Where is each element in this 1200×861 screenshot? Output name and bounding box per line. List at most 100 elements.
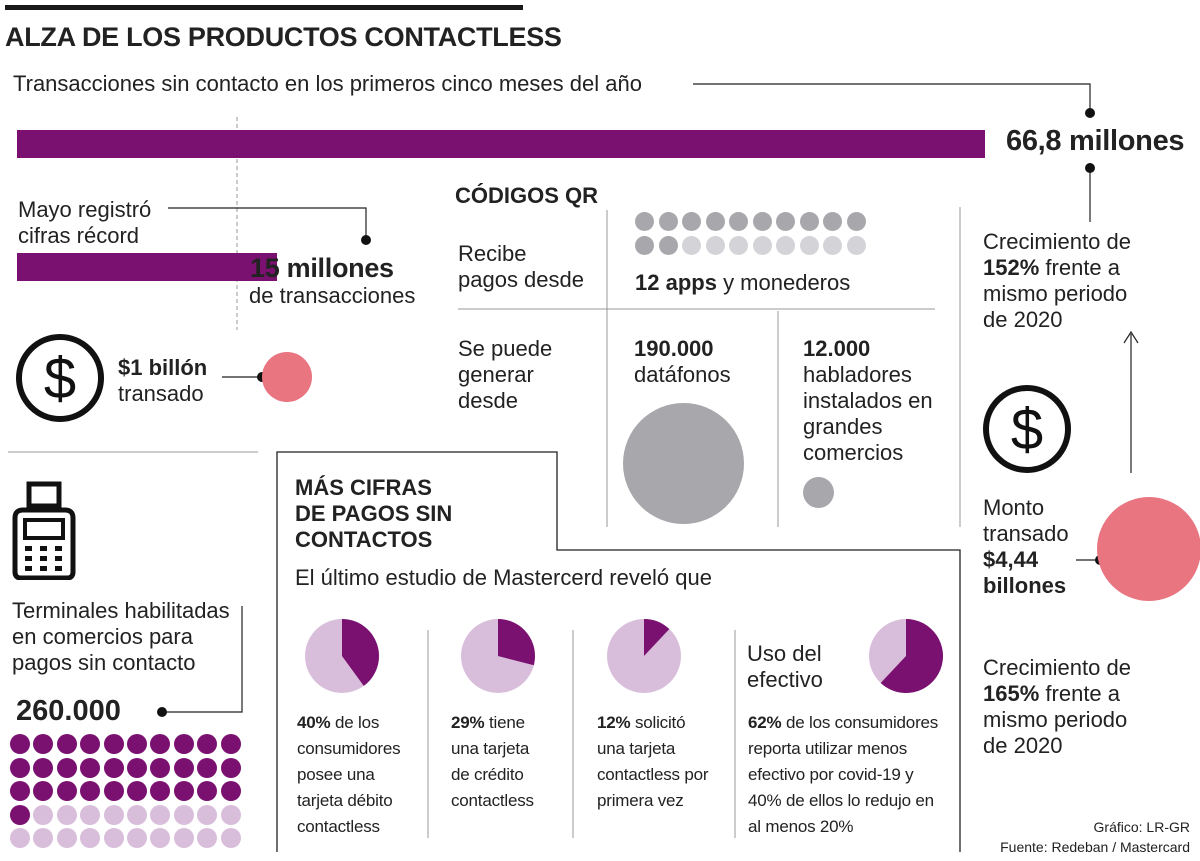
- stat-line-4-4: 40% de ellos lo redujo en: [748, 791, 934, 810]
- terminal-dot: [197, 781, 218, 802]
- terminal-dot: [220, 757, 241, 778]
- may-connector: [168, 207, 367, 238]
- growth1-line4: de 2020: [983, 307, 1063, 332]
- qr-generate-line1: Se puede: [458, 336, 553, 361]
- qr-generate-line2: generar: [458, 362, 534, 387]
- pie-slice: [644, 619, 670, 656]
- qr-apps-value: 12 apps: [635, 270, 717, 295]
- title-rule: [5, 5, 523, 10]
- may-label-line1: Mayo registró: [18, 197, 152, 222]
- qr-apps-unit: y monederos: [723, 270, 851, 295]
- terminal-dot: [10, 804, 30, 825]
- amount-value-line2: billones: [983, 573, 1067, 598]
- qr-app-dot: [635, 212, 654, 231]
- amount-pink-circle: [1097, 497, 1200, 601]
- terminal-dot: [103, 804, 124, 825]
- may-value: 15 millones: [250, 253, 394, 283]
- up-arrow-head: [1123, 330, 1139, 344]
- terminal-dot: [33, 757, 54, 778]
- terminal-dot: [220, 781, 241, 802]
- qr-app-dot: [776, 236, 795, 255]
- stat-line-1-5: contactless: [297, 817, 380, 836]
- qr-app-dot: [776, 212, 795, 231]
- terminal-dot: [173, 781, 194, 802]
- stat-line-4-2: reporta utilizar menos: [748, 739, 908, 758]
- qr-app-dot: [729, 236, 748, 255]
- terminal-dot: [10, 734, 30, 754]
- mastercard-box: [276, 451, 961, 852]
- terminal-dot: [56, 828, 77, 849]
- qr-speakers-line2: instalados en: [803, 388, 933, 413]
- svg-text:$: $: [44, 346, 76, 411]
- terminal-dot: [220, 734, 241, 754]
- credit-graphic: Gráfico: LR-GR: [1093, 819, 1190, 835]
- growth2-line1: Crecimiento de: [983, 655, 1131, 680]
- terminal-dot: [220, 828, 241, 849]
- qr-app-dot: [846, 212, 866, 231]
- mastercard-title: MÁS CIFRAS DE PAGOS SIN CONTACTOS: [295, 475, 452, 553]
- qr-apps-dot-grid: [635, 212, 875, 262]
- terminal-dot: [33, 734, 54, 754]
- qr-app-dot: [682, 212, 701, 231]
- cash-title-line2: efectivo: [747, 667, 823, 692]
- qr-dataphones-value: 190.000: [634, 336, 714, 361]
- terminal-dot: [33, 828, 54, 849]
- qr-speakers-text: habladores instalados en grandes comerci…: [803, 362, 933, 466]
- may-label: Mayo registró cifras récord: [18, 197, 151, 249]
- terminal-dot: [80, 828, 101, 849]
- stat-line-3-3: contactless por: [597, 765, 709, 784]
- terminal-dot: [33, 804, 54, 825]
- terminal-dot: [127, 804, 147, 825]
- cash-title: Uso del efectivo: [747, 641, 823, 693]
- qr-speakers-line1: habladores: [803, 362, 912, 387]
- terminal-dot: [80, 781, 101, 802]
- qr-generate-line3: desde: [458, 388, 518, 413]
- growth1-line1: Crecimiento de: [983, 229, 1131, 254]
- qr-app-dot: [682, 236, 701, 255]
- terminal-dot: [127, 781, 147, 802]
- qr-title: CÓDIGOS QR: [455, 183, 599, 208]
- stat-line-2-4: contactless: [451, 791, 534, 810]
- terminals-label-line2: en comercios para: [12, 624, 193, 649]
- terminals-label-line1: Terminales habilitadas: [12, 598, 230, 623]
- may-connector-dot: [361, 235, 371, 245]
- stat-pct-2: 29%: [451, 713, 485, 732]
- qr-receive-line2: pagos desde: [458, 267, 584, 292]
- qr-receive-label: Recibe pagos desde: [458, 241, 584, 293]
- terminals-label: Terminales habilitadas en comercios para…: [12, 598, 230, 676]
- pos-terminal-icon: [12, 481, 76, 580]
- stat-pie-3: [607, 619, 681, 693]
- terminal-dot: [56, 757, 77, 778]
- terminal-dot: [127, 734, 147, 754]
- stat-pct-4: 62%: [748, 713, 782, 732]
- terminal-dot: [197, 828, 218, 849]
- terminal-dot: [56, 781, 77, 802]
- qr-app-dot: [658, 236, 678, 255]
- growth2-text: Crecimiento de 165% frente a mismo perio…: [983, 655, 1131, 759]
- terminal-dot: [173, 804, 194, 825]
- dollar-circle-icon: $: [16, 334, 104, 422]
- terminal-dot: [127, 828, 147, 849]
- terminal-dot: [127, 757, 147, 778]
- mastercard-title-line3: CONTACTOS: [295, 527, 433, 552]
- subtitle-connector: [693, 83, 1091, 112]
- stat-pie-4: [869, 619, 944, 693]
- terminal-dot: [80, 734, 101, 754]
- terminal-dot: [197, 804, 218, 825]
- qr-app-dot: [705, 236, 725, 255]
- credit-source: Fuente: Redeban / Mastercard: [1000, 839, 1190, 855]
- terminals-value: 260.000: [16, 695, 121, 727]
- terminal-dot: [150, 757, 171, 778]
- may-label-line2: cifras récord: [18, 223, 140, 248]
- may-bar: [17, 253, 277, 281]
- growth1-line3: mismo periodo: [983, 281, 1128, 306]
- qr-speakers-line3: grandes: [803, 414, 883, 439]
- qr-dataphones-circle: [623, 403, 744, 524]
- qr-dataphones-unit: datáfonos: [634, 362, 731, 387]
- terminal-dot: [197, 757, 218, 778]
- stat-line-3-2: una tarjeta: [597, 739, 676, 758]
- may-unit: de transacciones: [249, 283, 416, 308]
- growth2-line4: de 2020: [983, 733, 1063, 758]
- qr-app-dot: [823, 236, 842, 255]
- mastercard-title-line1: MÁS CIFRAS: [295, 475, 432, 500]
